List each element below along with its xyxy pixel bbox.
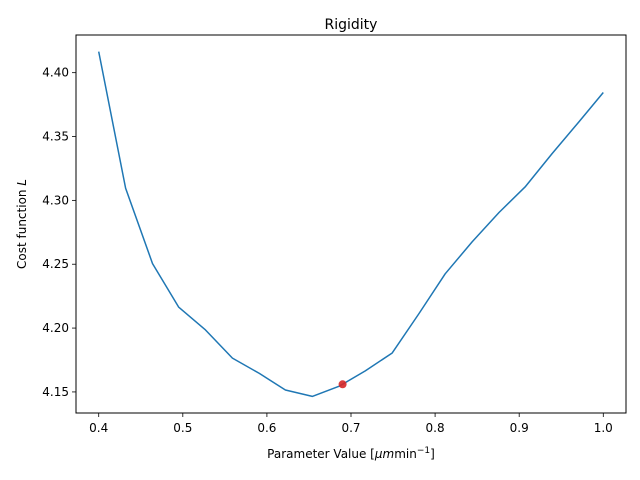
x-tick-label: 0.8: [426, 421, 445, 435]
x-tick-label: 0.4: [89, 421, 108, 435]
x-axis-label: Parameter Value [μmmin−1]: [267, 446, 435, 461]
x-tick-label: 0.5: [173, 421, 192, 435]
y-axis-label: Cost function L: [15, 179, 29, 269]
y-tick-label: 4.15: [42, 385, 69, 399]
x-axis-label-suffix: ]: [430, 447, 435, 461]
x-tick-label: 0.9: [510, 421, 529, 435]
series-line-0: [97, 51, 604, 398]
x-axis-label-unit: min: [394, 447, 417, 461]
y-axis-label-prefix: Cost function: [15, 186, 29, 269]
chart-title: Rigidity: [325, 17, 378, 33]
y-tick-label: 4.20: [42, 321, 69, 335]
minimum-marker: [338, 380, 347, 389]
y-axis-label-math: L: [15, 179, 29, 186]
x-axis-label-math: μm: [374, 447, 394, 461]
x-axis-label-exponent: −1: [417, 446, 430, 456]
x-axis-label-prefix: Parameter Value [: [267, 447, 375, 461]
y-tick-label: 4.40: [42, 66, 69, 80]
y-axis: 4.15 4.20 4.25 4.30 4.35 4.40: [42, 66, 76, 399]
x-tick-label: 1.0: [594, 421, 613, 435]
y-tick-label: 4.25: [42, 257, 69, 271]
y-tick-label: 4.35: [42, 130, 69, 144]
x-tick-label: 0.6: [257, 421, 276, 435]
y-tick-label: 4.30: [42, 193, 69, 207]
plot-area: [97, 51, 604, 398]
x-axis: 0.4 0.5 0.6 0.7 0.8 0.9 1.0: [89, 413, 613, 435]
x-tick-label: 0.7: [341, 421, 360, 435]
